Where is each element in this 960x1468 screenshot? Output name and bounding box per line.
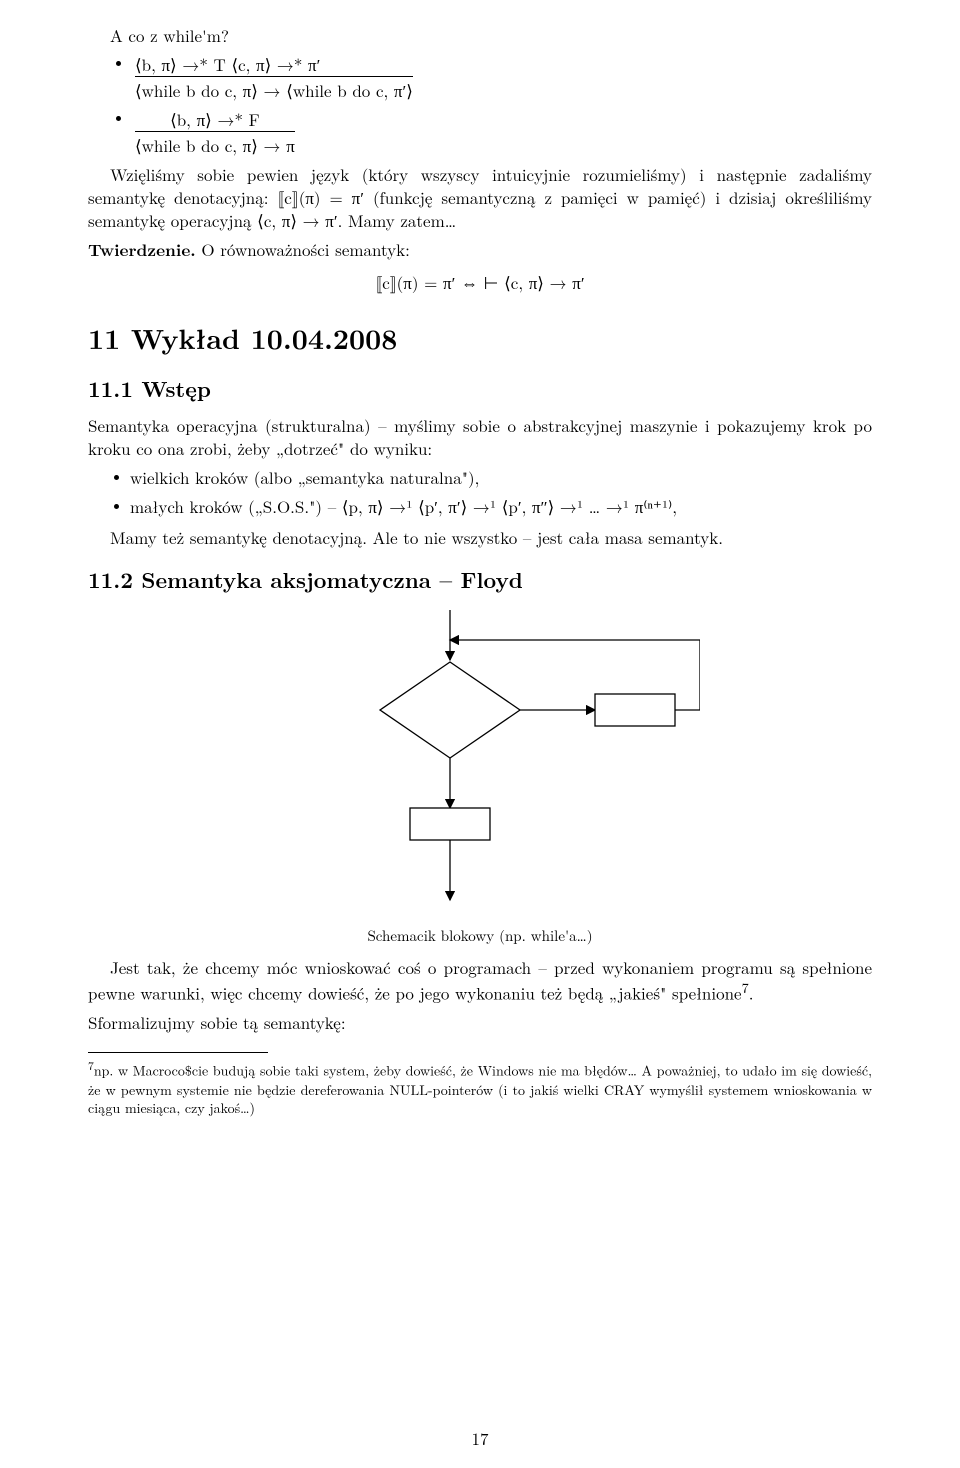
footnote-ref-7: 7 <box>742 978 749 998</box>
inference-rule-2: ⟨b, π⟩ →* F ⟨while b do c, π⟩ → π <box>135 108 295 157</box>
flowchart-figure: Schemacik blokowy (np. while'a…) <box>88 610 872 946</box>
rule-2-row: ⟨b, π⟩ →* F ⟨while b do c, π⟩ → π <box>116 108 872 157</box>
flowchart-svg <box>260 610 700 920</box>
list-item: małych kroków („S.O.S.") – ⟨p, π⟩ →¹ ⟨p′… <box>88 495 872 518</box>
paragraph-5: Sformalizujmy sobie tą semantykę: <box>88 1011 872 1034</box>
bullet-icon <box>116 61 121 66</box>
rule-1-row: ⟨b, π⟩ →* T ⟨c, π⟩ →* π′ ⟨while b do c, … <box>116 53 872 102</box>
section-heading-11: 11 Wykład 10.04.2008 <box>88 320 872 358</box>
rule1-conclusion: ⟨while b do c, π⟩ → ⟨while b do c, π′⟩ <box>135 76 413 102</box>
paragraph-1: Wzięliśmy sobie pewien język (który wszy… <box>88 163 872 232</box>
subsection-heading-11-1: 11.1 Wstęp <box>88 374 872 404</box>
list-item: wielkich kroków (albo „semantyka natural… <box>88 466 872 489</box>
list-item-text: małych kroków („S.O.S.") – ⟨p, π⟩ →¹ ⟨p′… <box>130 494 677 518</box>
steps-list: wielkich kroków (albo „semantyka natural… <box>88 466 872 518</box>
bullet-icon <box>116 116 121 121</box>
theorem-line: Twierdzenie. O równoważności semantyk: <box>88 238 872 262</box>
paragraph-3: Mamy też semantykę denotacyjną. Ale to n… <box>88 526 872 549</box>
paragraph-4-text-b: . <box>749 981 754 1005</box>
theorem-text: O równoważności semantyk: <box>196 237 410 261</box>
footnote-7: 7np. w Macroco$cie budują sobie taki sys… <box>88 1059 872 1118</box>
rule1-premise: ⟨b, π⟩ →* T ⟨c, π⟩ →* π′ <box>135 53 413 76</box>
paragraph-4: Jest tak, że chcemy móc wnioskować coś o… <box>88 956 872 1005</box>
footnote-separator <box>88 1052 268 1053</box>
footnote-text: np. w Macroco$cie budują sobie taki syst… <box>88 1061 872 1119</box>
intro-question: A co z while'm? <box>88 24 872 47</box>
inference-rule-1: ⟨b, π⟩ →* T ⟨c, π⟩ →* π′ ⟨while b do c, … <box>135 53 413 102</box>
rule2-conclusion: ⟨while b do c, π⟩ → π <box>135 131 295 157</box>
equation-equivalence: ⟦c⟧(π) = π′ ⇔ ⊢ ⟨c, π⟩ → π′ <box>88 271 872 294</box>
list-item-text: wielkich kroków (albo „semantyka natural… <box>130 465 479 489</box>
paragraph-2: Semantyka operacyjna (strukturalna) – my… <box>88 414 872 460</box>
rule2-premise: ⟨b, π⟩ →* F <box>135 108 295 131</box>
page-number: 17 <box>0 1427 960 1450</box>
paragraph-4-text-a: Jest tak, że chcemy móc wnioskować coś o… <box>88 955 872 1005</box>
theorem-label: Twierdzenie. <box>88 238 196 262</box>
flowchart-caption: Schemacik blokowy (np. while'a…) <box>367 926 592 946</box>
subsection-heading-11-2: 11.2 Semantyka aksjomatyczna – Floyd <box>88 565 872 595</box>
